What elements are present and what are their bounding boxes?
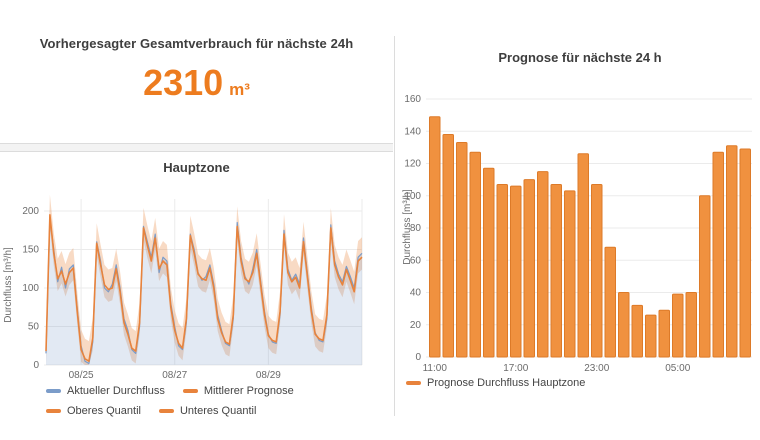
y-tick-label: 80 <box>410 223 422 234</box>
y-tick-label: 140 <box>404 126 421 137</box>
prognose-legend: Prognose Durchfluss Hauptzone <box>400 377 760 389</box>
actual-area <box>46 218 362 365</box>
y-tick-label: 120 <box>404 159 421 170</box>
legend-label: Aktueller Durchfluss <box>67 385 165 397</box>
x-tick-label: 23:00 <box>584 363 609 374</box>
y-tick-label: 200 <box>22 206 39 217</box>
x-tick-label: 05:00 <box>665 363 690 374</box>
legend-label: Oberes Quantil <box>67 405 141 417</box>
x-tick-label: 08/29 <box>256 370 281 381</box>
y-tick-label: 160 <box>404 94 421 105</box>
hauptzone-line-chart[interactable]: 0 50 100 150 200 08/25 08/27 08/29 Durchfluss [m… <box>0 175 393 383</box>
forecast-bar[interactable] <box>510 185 522 358</box>
y-tick-label: 100 <box>404 191 421 202</box>
total-forecast-value: 2310 m³ <box>0 65 393 101</box>
summary-title: Vorhergesagter Gesamtverbrauch für nächs… <box>39 36 354 51</box>
forecast-bar[interactable] <box>550 184 562 358</box>
y-axis-label: Durchfluss [m³/h] <box>402 189 413 265</box>
forecast-bar[interactable] <box>604 246 616 358</box>
horizontal-divider <box>0 143 393 152</box>
forecast-bar[interactable] <box>658 309 670 358</box>
forecast-bar[interactable] <box>699 195 711 358</box>
forecast-bar[interactable] <box>429 116 441 358</box>
y-tick-label: 150 <box>22 245 39 256</box>
legend-label: Prognose Durchfluss Hauptzone <box>427 377 586 389</box>
y-axis-label: Durchfluss [m³/h] <box>3 247 14 323</box>
forecast-bar[interactable] <box>442 134 454 358</box>
y-tick-label: 0 <box>33 360 39 371</box>
forecast-bar[interactable] <box>685 292 697 358</box>
forecast-bar[interactable] <box>618 292 630 358</box>
forecast-bar[interactable] <box>672 293 684 358</box>
legend-item-aktueller-durchfluss[interactable]: Aktueller Durchfluss <box>46 385 165 397</box>
orange-dash-icon <box>182 389 198 393</box>
forecast-bar[interactable] <box>483 167 495 358</box>
prognose-chart-card: Prognose für nächste 24 h 0 20 40 60 80 100 12… <box>400 0 760 389</box>
forecast-bar[interactable] <box>456 142 468 358</box>
legend-item-mittlerer-prognose[interactable]: Mittlerer Prognose <box>182 385 294 397</box>
y-tick-label: 50 <box>28 322 40 333</box>
x-tick-label: 08/25 <box>69 370 94 381</box>
prognose-bar-chart[interactable]: 0 20 40 60 80 100 120 140 160 11:00 17:00 23:00 05:0… <box>400 77 760 377</box>
vertical-divider <box>394 36 395 416</box>
forecast-bar[interactable] <box>577 153 589 358</box>
y-tick-label: 0 <box>415 352 421 363</box>
y-tick-label: 40 <box>410 288 422 299</box>
hauptzone-chart-title: Hauptzone <box>163 160 230 175</box>
legend-item-oberes-quantil[interactable]: Oberes Quantil <box>46 405 141 417</box>
forecast-bar[interactable] <box>645 314 657 358</box>
forecast-bar[interactable] <box>712 151 724 358</box>
forecast-bar[interactable] <box>496 184 508 358</box>
right-column: Prognose für nächste 24 h 0 20 40 60 80 100 12… <box>400 0 760 389</box>
x-tick-label: 11:00 <box>423 363 448 374</box>
hauptzone-legend: Aktueller Durchfluss Mittlerer Prognose … <box>0 385 393 417</box>
forecast-bar[interactable] <box>564 190 576 358</box>
legend-item-unteres-quantil[interactable]: Unteres Quantil <box>158 405 257 417</box>
prognose-chart-title: Prognose für nächste 24 h <box>498 50 662 65</box>
hauptzone-chart-card: Hauptzone 0 50 100 150 200 08/25 08/27 08/29 Dur… <box>0 160 393 417</box>
legend-label: Mittlerer Prognose <box>203 385 294 397</box>
x-tick-label: 08/27 <box>162 370 187 381</box>
forecast-bar[interactable] <box>726 145 738 358</box>
orange-dash-icon <box>406 381 421 385</box>
orange-dash-icon <box>158 409 174 413</box>
total-forecast-number: 2310 <box>143 62 224 103</box>
x-tick-label: 17:00 <box>503 363 528 374</box>
left-column: Vorhergesagter Gesamtverbrauch für nächs… <box>0 0 393 417</box>
orange-dash-icon <box>46 409 61 413</box>
forecast-bar[interactable] <box>591 184 603 358</box>
y-tick-label: 20 <box>410 320 422 331</box>
forecast-bar[interactable] <box>523 179 535 358</box>
forecast-line <box>45 213 363 362</box>
total-forecast-unit: m³ <box>229 80 250 99</box>
legend-item-prognose-durchfluss-hauptzone[interactable]: Prognose Durchfluss Hauptzone <box>406 377 585 389</box>
forecast-bar[interactable] <box>739 148 751 358</box>
y-tick-label: 60 <box>410 255 422 266</box>
forecast-bar[interactable] <box>469 151 481 358</box>
blue-dash-icon <box>46 389 61 393</box>
forecast-bar[interactable] <box>631 304 643 358</box>
y-tick-label: 100 <box>22 283 39 294</box>
legend-label: Unteres Quantil <box>179 405 257 417</box>
summary-card: Vorhergesagter Gesamtverbrauch für nächs… <box>0 0 393 143</box>
forecast-bar[interactable] <box>537 171 549 358</box>
